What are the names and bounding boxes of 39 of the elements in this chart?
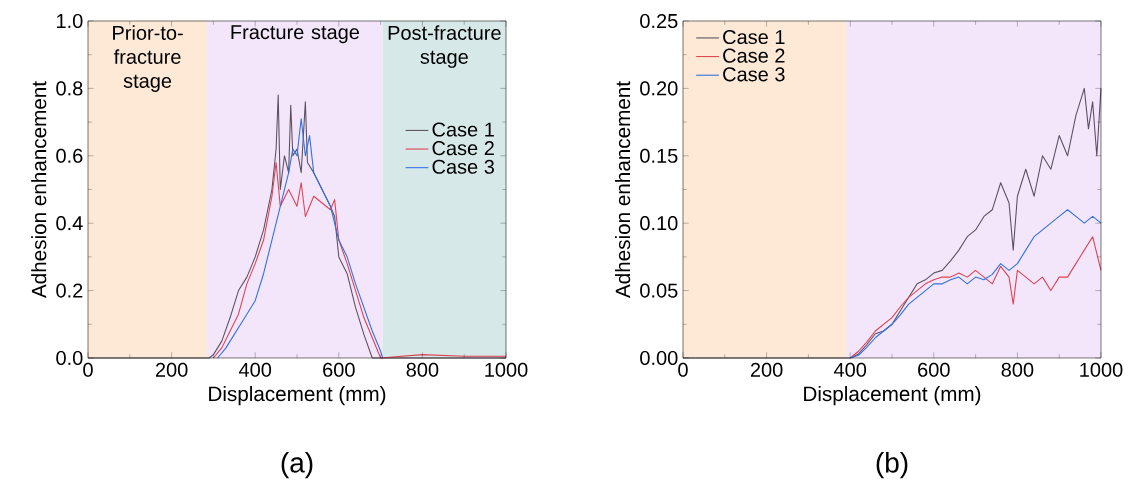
legend-label: Case 1: [723, 29, 785, 45]
y-tick-label: 0.15: [640, 148, 678, 163]
y-tick-label: 0.00: [640, 350, 678, 366]
y-axis-title: Adhesion enhancement: [31, 81, 47, 299]
x-tick-label: 200: [750, 362, 783, 377]
x-tick-label: 0: [678, 362, 688, 377]
x-tick-label: 800: [1001, 362, 1034, 377]
band-label: Prior-to-fracture stage: [113, 25, 183, 92]
y-tick-label: 0.05: [640, 283, 678, 298]
legend-label: Case 2: [723, 48, 785, 63]
x-tick-label: 600: [323, 362, 355, 377]
x-tick-label: 400: [833, 362, 867, 377]
band-label: Fracture stage: [231, 25, 360, 44]
y-tick-label: 0.10: [640, 216, 678, 231]
text: (b): [876, 452, 908, 479]
x-tick-label: 200: [155, 362, 188, 377]
y-axis-title: Adhesion enhancement: [615, 81, 631, 299]
band-label: Post-fracture stage: [388, 25, 501, 68]
x-tick-label: 800: [406, 362, 439, 377]
y-tick-label: 0.8: [56, 81, 83, 96]
x-axis-title: Displacement (mm): [209, 386, 386, 406]
y-tick-label: 0.2: [56, 283, 83, 298]
x-tick-label: 400: [238, 362, 272, 377]
legend-label: Case 3: [432, 159, 494, 174]
legend-label: Case 1: [432, 122, 494, 137]
text: (a): [281, 452, 313, 479]
x-tick-label: 1000: [485, 362, 528, 377]
y-tick-label: 0.20: [640, 81, 678, 96]
y-tick-label: 0.4: [56, 216, 83, 231]
legend-label: Case 2: [432, 141, 494, 156]
y-tick-label: 0.25: [640, 13, 678, 29]
x-tick-label: 600: [918, 362, 950, 377]
y-tick-label: 0.6: [56, 148, 83, 163]
y-tick-label: 1.0: [57, 13, 83, 29]
x-tick-label: 0: [83, 362, 93, 377]
y-tick-label: 0.0: [56, 350, 83, 366]
x-axis-title: Displacement (mm): [804, 386, 981, 406]
x-tick-label: 1000: [1080, 362, 1123, 377]
legend-label: Case 3: [723, 67, 785, 82]
